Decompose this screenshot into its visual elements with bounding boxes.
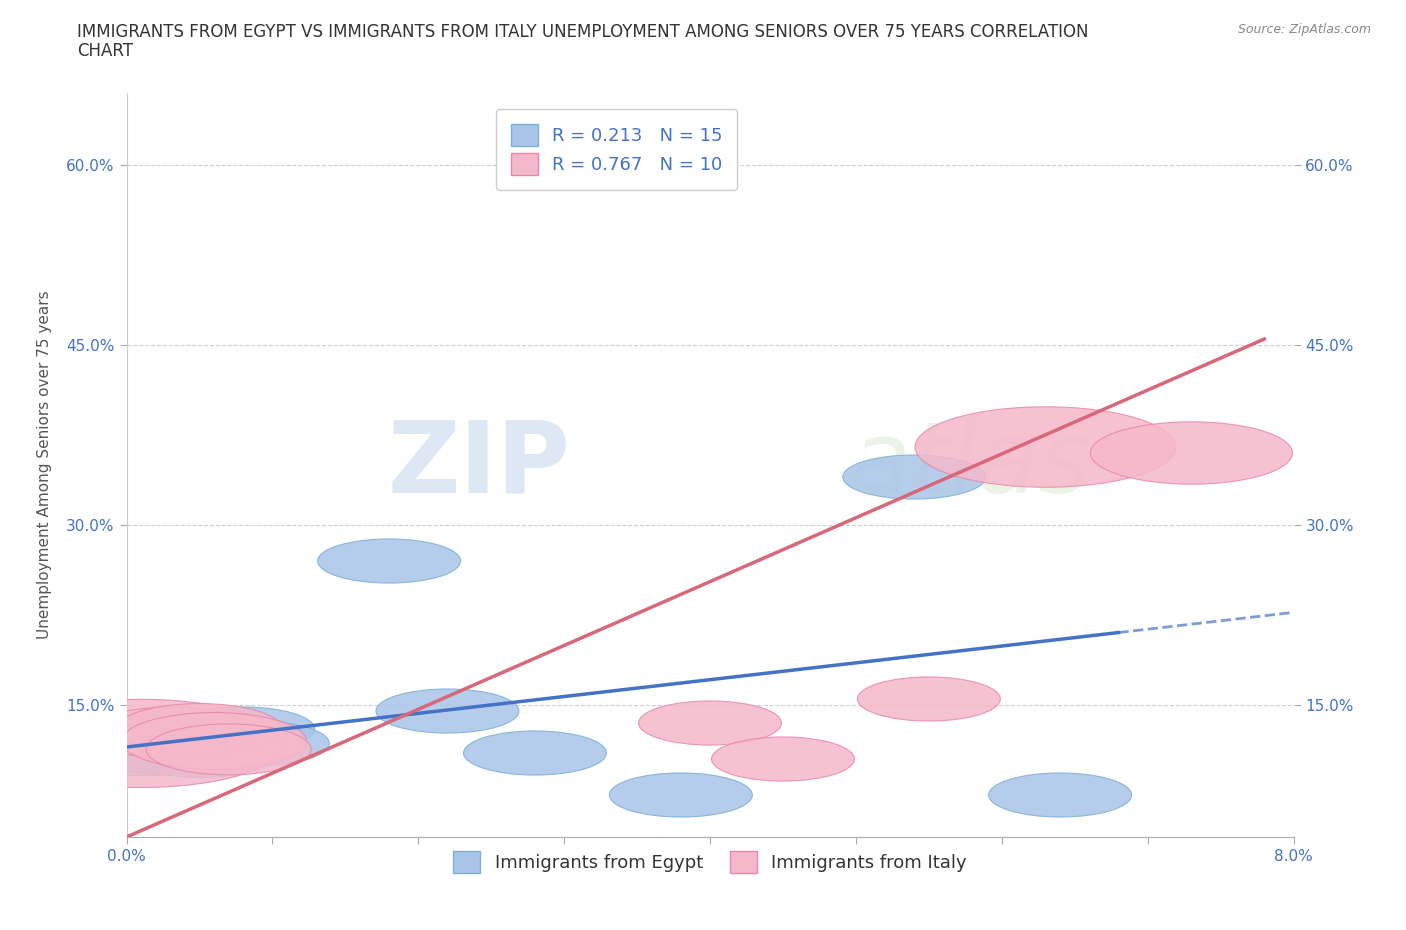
Text: ZIP: ZIP	[387, 417, 569, 513]
Text: Source: ZipAtlas.com: Source: ZipAtlas.com	[1237, 23, 1371, 36]
Ellipse shape	[121, 733, 249, 773]
Legend: Immigrants from Egypt, Immigrants from Italy: Immigrants from Egypt, Immigrants from I…	[446, 844, 974, 880]
Ellipse shape	[1090, 422, 1292, 485]
Ellipse shape	[91, 726, 249, 775]
Ellipse shape	[638, 701, 782, 745]
Text: IMMIGRANTS FROM EGYPT VS IMMIGRANTS FROM ITALY UNEMPLOYMENT AMONG SENIORS OVER 7: IMMIGRANTS FROM EGYPT VS IMMIGRANTS FROM…	[77, 23, 1088, 41]
Ellipse shape	[187, 722, 329, 765]
Ellipse shape	[915, 406, 1175, 487]
Ellipse shape	[117, 703, 283, 754]
Ellipse shape	[87, 707, 253, 758]
Ellipse shape	[842, 455, 986, 499]
Text: atlas: atlas	[851, 417, 1091, 513]
Y-axis label: Unemployment Among Seniors over 75 years: Unemployment Among Seniors over 75 years	[38, 291, 52, 639]
Ellipse shape	[122, 712, 307, 769]
Ellipse shape	[146, 724, 311, 775]
Text: CHART: CHART	[77, 42, 134, 60]
Ellipse shape	[711, 737, 855, 781]
Ellipse shape	[318, 539, 461, 583]
Ellipse shape	[39, 713, 242, 776]
Ellipse shape	[142, 728, 285, 773]
Ellipse shape	[375, 689, 519, 733]
Ellipse shape	[464, 731, 606, 775]
Ellipse shape	[858, 677, 1000, 721]
Ellipse shape	[84, 719, 228, 763]
Ellipse shape	[172, 707, 315, 751]
Ellipse shape	[988, 773, 1132, 817]
Ellipse shape	[609, 773, 752, 817]
Ellipse shape	[0, 699, 284, 788]
Ellipse shape	[157, 725, 299, 769]
Ellipse shape	[128, 734, 271, 777]
